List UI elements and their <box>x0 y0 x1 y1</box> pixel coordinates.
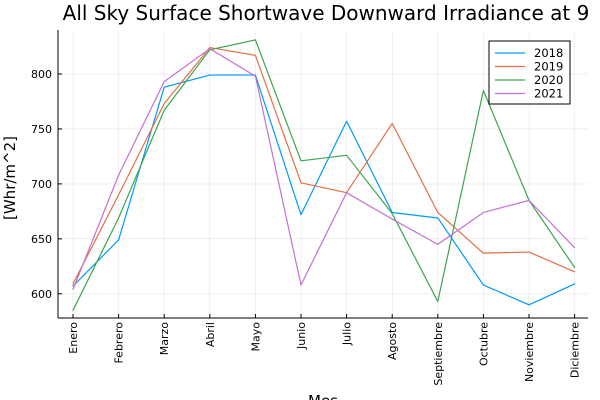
x-tick-label: Agosto <box>386 322 399 360</box>
chart-title: All Sky Surface Shortwave Downward Irrad… <box>63 1 590 25</box>
legend-label: 2020 <box>534 73 563 87</box>
legend-label: 2019 <box>534 60 563 74</box>
x-axis-label: Mes <box>308 392 338 400</box>
y-tick-label: 650 <box>31 233 52 246</box>
x-tick-label: Febrero <box>113 322 126 364</box>
y-tick-label: 750 <box>31 123 52 136</box>
x-tick-label: Mayo <box>249 322 262 352</box>
series-line-2021 <box>72 48 576 291</box>
x-tick-label: Octubre <box>477 322 490 366</box>
y-tick-label: 700 <box>31 178 52 191</box>
series-line-2020 <box>72 39 576 311</box>
legend-label: 2021 <box>534 87 563 101</box>
x-tick-label: Julio <box>341 322 354 346</box>
series-line-2018 <box>72 74 576 306</box>
y-tick-label: 600 <box>31 288 52 301</box>
x-tick-label: Enero <box>67 322 80 354</box>
grid <box>58 30 588 318</box>
x-tick-label: Diciembre <box>569 322 582 378</box>
series-line-2019 <box>72 46 576 285</box>
legend-label: 2018 <box>534 46 563 60</box>
x-axis-ticks: Enero Febrero Marzo Abril Mayo Junio Julio Agos… <box>67 314 582 386</box>
y-tick-label: 800 <box>31 68 52 81</box>
x-tick-label: Septiembre <box>432 322 445 386</box>
x-tick-label: Marzo <box>158 322 171 356</box>
y-axis-label: [Whr/m^2] <box>1 136 19 220</box>
x-tick-label: Abril <box>204 322 217 347</box>
x-tick-label: Junio <box>295 322 308 350</box>
axes <box>57 30 588 319</box>
series-lines <box>72 39 576 311</box>
x-tick-label: Noviembre <box>523 322 536 382</box>
y-axis-ticks: 600 650 700 750 800 <box>31 68 62 301</box>
